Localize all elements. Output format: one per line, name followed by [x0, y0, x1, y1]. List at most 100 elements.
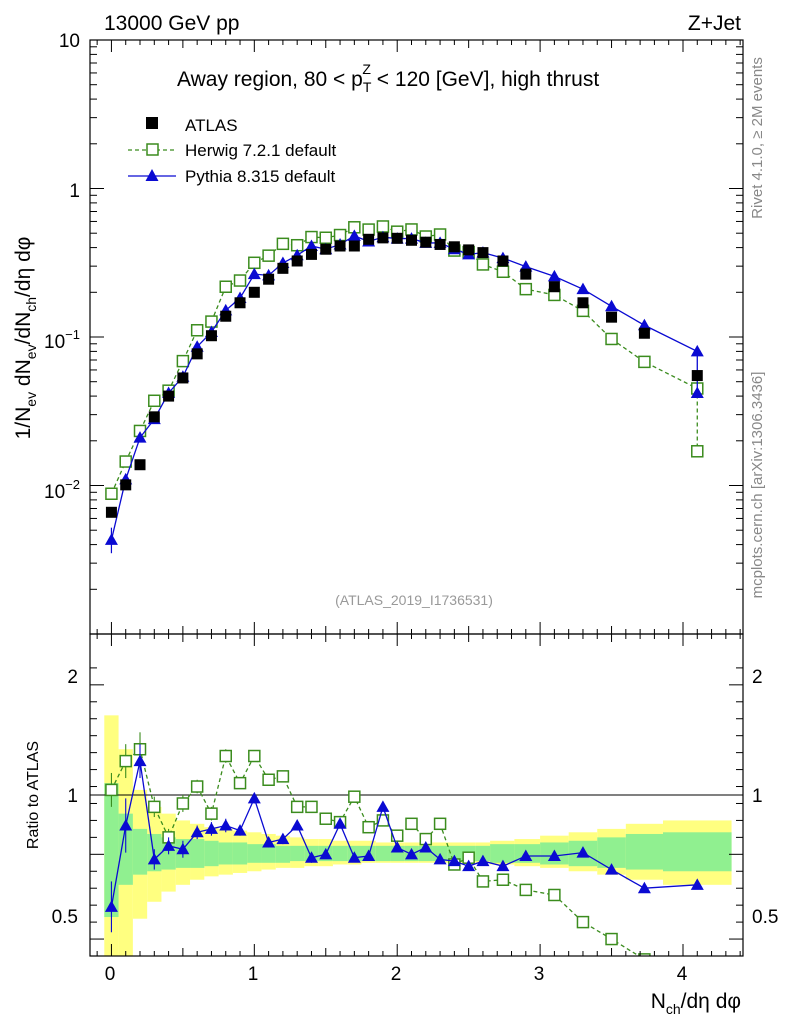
pythia-point — [347, 229, 361, 241]
herwig-point — [276, 237, 290, 251]
pythia-ratio-point — [404, 847, 418, 860]
herwig-point — [262, 249, 275, 262]
pythia-ratio-point — [547, 849, 561, 862]
pythia-ratio-point — [362, 849, 376, 862]
herwig-point — [638, 355, 651, 369]
ratio-band-green — [261, 844, 276, 863]
herwig-point — [105, 487, 118, 500]
pythia-ratio-point — [304, 851, 318, 863]
herwig-ratio-point — [276, 770, 290, 783]
herwig-ratio-point — [362, 820, 375, 834]
ratio-y-tick-0.5-left: 0.5 — [52, 907, 78, 928]
pythia-ratio-point — [176, 842, 190, 855]
atlas-point — [405, 234, 417, 246]
legend-pythia-marker — [145, 169, 159, 181]
atlas-point — [105, 506, 117, 518]
pythia-point — [304, 239, 318, 252]
herwig-ratio-line — [110, 748, 641, 956]
ratio-band-green — [132, 828, 148, 875]
herwig-ratio-point — [605, 932, 618, 946]
herwig-point — [233, 274, 247, 287]
herwig-ratio-point — [638, 953, 651, 956]
x-tick-label-2: 2 — [391, 964, 402, 985]
pythia-point — [547, 269, 561, 282]
herwig-ratio-point — [405, 817, 418, 831]
main-y-axis-label: 1/Nev dNev/dNch/dη dφ — [12, 237, 39, 440]
atlas-point — [320, 243, 332, 255]
atlas-point — [548, 281, 560, 293]
ratio-band-green — [232, 842, 248, 865]
herwig-point — [362, 223, 375, 236]
legend: ATLAS Herwig 7.2.1 default Pythia 8.315 … — [128, 116, 336, 186]
atlas-point — [305, 248, 317, 260]
ratio-band-green — [218, 842, 233, 865]
ratio-band-green — [475, 845, 491, 862]
herwig-ratio-point — [233, 776, 247, 790]
ratio-band-green — [290, 845, 305, 862]
ratio-band-green — [662, 832, 732, 872]
rivet-label: Rivet 4.1.0, ≥ 2M events — [749, 57, 766, 219]
herwig-point — [190, 324, 204, 337]
pythia-series — [104, 229, 704, 554]
herwig-ratio-point — [176, 797, 190, 810]
atlas-point — [363, 233, 375, 245]
ratio-band-green — [204, 840, 219, 867]
x-tick-label-1: 1 — [248, 964, 259, 985]
pythia-ratio-point — [476, 854, 490, 867]
pythia-ratio-point — [162, 839, 176, 851]
ratio-band-green — [597, 837, 626, 868]
herwig-point — [119, 455, 132, 468]
herwig-ratio-point — [262, 773, 275, 786]
atlas-point — [334, 240, 346, 252]
pythia-ratio-point — [133, 754, 147, 767]
herwig-point — [176, 354, 190, 368]
atlas-point — [434, 238, 446, 250]
legend-herwig-label: Herwig 7.2.1 default — [185, 141, 336, 160]
legend-atlas-label: ATLAS — [185, 116, 238, 135]
pythia-ratio-point — [576, 846, 590, 858]
herwig-ratio-point — [290, 800, 304, 814]
atlas-point — [263, 273, 275, 285]
legend-pythia-label: Pythia 8.315 default — [185, 167, 336, 186]
herwig-point — [148, 394, 161, 408]
herwig-ratio-point — [190, 780, 204, 793]
y-tick-label-0.01: 10−2 — [44, 477, 80, 503]
herwig-ratio-point — [376, 814, 390, 827]
herwig-ratio-point — [205, 807, 218, 820]
pythia-ratio-point — [290, 819, 304, 831]
atlas-point — [463, 244, 475, 256]
herwig-ratio-point — [248, 749, 261, 763]
process-label: Z+Jet — [688, 12, 741, 35]
y-tick-label-10: 10 — [59, 31, 80, 52]
ratio-band-green — [332, 845, 348, 862]
ratio-y-tick-1-left: 1 — [67, 786, 78, 807]
x-tick-label-0: 0 — [105, 964, 116, 985]
herwig-point — [376, 220, 390, 233]
pythia-ratio-point — [147, 852, 161, 865]
herwig-ratio-point — [319, 812, 333, 825]
pythia-ratio-point — [219, 819, 233, 831]
herwig-point — [496, 265, 510, 279]
herwig-point — [319, 231, 333, 244]
svg-text:1/Nev dNev/dNch/dη dφ: 1/Nev dNev/dNch/dη dφ — [12, 237, 39, 440]
atlas-point — [234, 297, 246, 309]
atlas-point — [391, 232, 403, 244]
pythia-ratio-point — [637, 881, 651, 894]
atlas-point — [291, 255, 303, 267]
pythia-ratio-series — [104, 744, 704, 933]
herwig-ratio-point — [576, 915, 590, 929]
herwig-ratio-point — [305, 800, 318, 814]
pythia-ratio-point — [390, 841, 404, 853]
plot-title: Away region, 80 < pTZ < 120 [GeV], high … — [177, 61, 599, 95]
atlas-series — [105, 232, 703, 518]
pythia-ratio-point — [262, 835, 276, 848]
herwig-point — [519, 282, 533, 296]
ratio-band-green — [375, 845, 391, 862]
ratio-band-green — [190, 839, 205, 868]
atlas-point — [606, 311, 618, 323]
pythia-point — [605, 299, 619, 312]
pythia-point — [690, 386, 704, 398]
pythia-ratio-point — [376, 800, 390, 812]
herwig-ratio-point — [348, 790, 361, 803]
herwig-point — [605, 332, 618, 346]
